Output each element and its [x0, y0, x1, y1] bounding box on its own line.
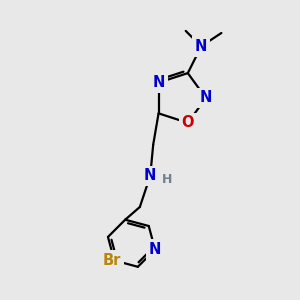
Text: N: N: [144, 168, 156, 183]
Text: N: N: [152, 75, 165, 90]
Text: N: N: [200, 91, 212, 106]
Text: O: O: [182, 116, 194, 130]
Text: N: N: [195, 39, 207, 54]
Text: N: N: [149, 242, 161, 257]
Text: H: H: [161, 173, 172, 186]
Text: Br: Br: [103, 253, 121, 268]
